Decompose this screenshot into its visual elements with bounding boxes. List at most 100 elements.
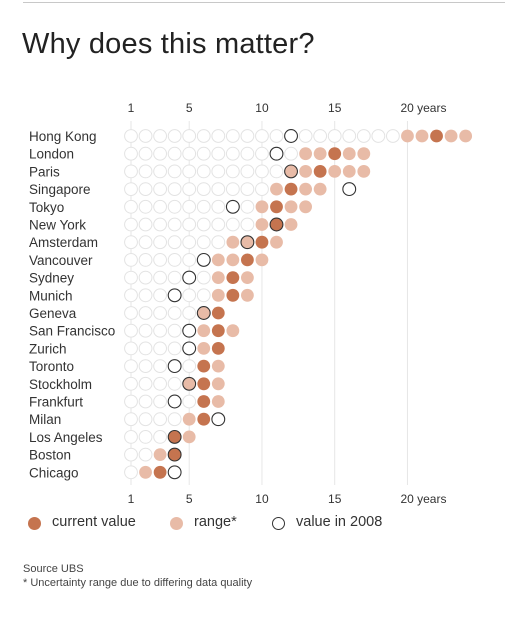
range-dot (299, 147, 312, 161)
range-dot (226, 253, 240, 267)
empty-dot (153, 288, 168, 303)
city-label: Tokyo (29, 200, 64, 215)
range-dot (255, 200, 269, 214)
empty-dot (196, 182, 211, 197)
x-tick-label-top: 15 (328, 101, 342, 115)
empty-dot (196, 217, 211, 232)
x-tick-label-bottom: 10 (255, 492, 269, 506)
city-label: Stockholm (29, 377, 92, 392)
value-2008-ring (269, 217, 284, 232)
empty-dot (124, 217, 138, 232)
current-value-dot (430, 129, 443, 143)
value-2008-ring (342, 182, 357, 197)
empty-dot (167, 412, 182, 427)
range-dot (284, 200, 298, 214)
range-dot (299, 182, 312, 196)
range-dot (299, 200, 312, 214)
empty-dot (138, 129, 153, 143)
empty-dot (356, 129, 371, 143)
top-divider (23, 2, 505, 3)
current-value-dot (197, 377, 211, 391)
empty-dot (284, 146, 298, 161)
empty-dot (182, 199, 197, 214)
empty-dot (124, 376, 138, 391)
current-value-dot (241, 253, 254, 267)
empty-dot (167, 306, 182, 320)
empty-dot (153, 430, 168, 444)
range-dot (328, 165, 342, 178)
legend-2008-label: value in 2008 (296, 514, 383, 530)
current-value-dot (211, 342, 225, 355)
source-note: Source UBS (23, 563, 84, 575)
x-tick-label-top: 10 (255, 101, 269, 115)
empty-dot (182, 288, 197, 303)
current-value-dot (313, 165, 327, 178)
empty-dot (124, 182, 138, 197)
empty-dot (182, 129, 197, 143)
value-2008-ring (182, 323, 197, 338)
footnote: * Uncertainty range due to differing dat… (23, 577, 253, 589)
empty-dot (167, 217, 182, 232)
empty-dot (225, 217, 240, 232)
empty-dot (124, 306, 138, 320)
empty-dot (138, 182, 153, 197)
range-dot (197, 306, 211, 320)
current-value-dot (168, 448, 182, 461)
city-label: Milan (29, 412, 61, 427)
city-label: Sydney (29, 271, 74, 286)
current-value-dot (211, 306, 225, 320)
city-label: New York (29, 218, 86, 233)
empty-dot (124, 288, 138, 303)
x-tick-label-bottom: 15 (328, 492, 342, 506)
empty-dot (124, 412, 138, 427)
legend-2008-swatch (272, 517, 285, 530)
empty-dot (138, 217, 153, 232)
range-dot (313, 182, 327, 196)
empty-dot (196, 235, 211, 250)
empty-dot (153, 412, 168, 427)
empty-dot (196, 164, 211, 179)
empty-dot (269, 164, 284, 179)
current-value-dot (284, 182, 298, 196)
empty-dot (386, 129, 400, 143)
empty-dot (211, 235, 226, 250)
range-dot (211, 253, 225, 267)
empty-dot (153, 199, 168, 214)
page-title: Why does this matter? (22, 28, 315, 60)
empty-dot (240, 199, 255, 214)
empty-dot (167, 253, 182, 267)
range-dot (211, 377, 225, 391)
city-label: Chicago (29, 465, 79, 480)
empty-dot (124, 394, 138, 409)
empty-dot (138, 447, 153, 462)
x-tick-label-bottom: 1 (128, 492, 135, 506)
empty-dot (167, 146, 182, 161)
empty-dot (124, 235, 138, 250)
empty-dot (138, 288, 153, 303)
city-label: Zurich (29, 341, 67, 356)
range-dot (211, 395, 225, 408)
current-value-dot (226, 288, 240, 302)
empty-dot (182, 182, 197, 197)
empty-dot (153, 217, 168, 232)
empty-dot (124, 270, 138, 285)
empty-dot (153, 323, 168, 338)
empty-dot (124, 430, 138, 444)
empty-dot (138, 253, 153, 267)
city-label: Singapore (29, 182, 91, 197)
range-dot (284, 218, 298, 231)
empty-dot (182, 253, 197, 267)
empty-dot (225, 146, 240, 161)
value-2008-ring (196, 252, 211, 267)
value-2008-ring (284, 129, 298, 143)
range-dot (444, 129, 458, 143)
empty-dot (255, 146, 269, 161)
empty-dot (211, 199, 226, 214)
empty-dot (138, 412, 153, 427)
empty-dot (211, 217, 226, 232)
x-tick-label-top: 1 (128, 101, 135, 115)
empty-dot (138, 359, 153, 374)
empty-dot (124, 465, 138, 480)
range-dot (197, 342, 211, 355)
value-2008-ring (284, 164, 298, 179)
